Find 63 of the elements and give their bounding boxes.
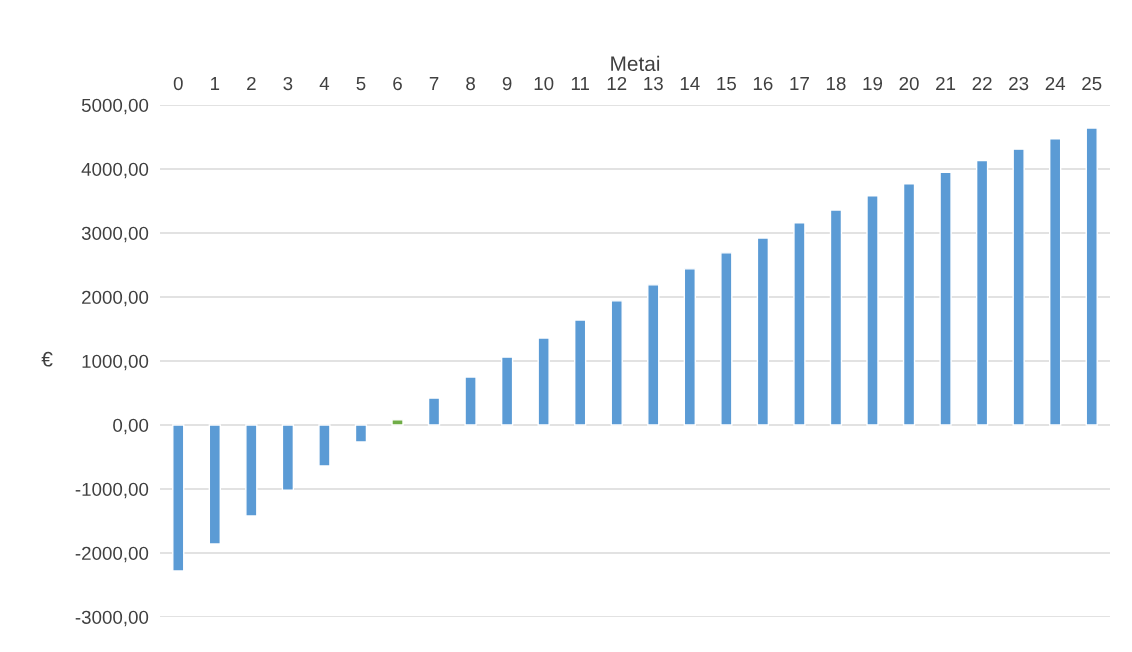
- x-tick-label: 20: [899, 76, 919, 91]
- x-tick-label: 15: [717, 77, 736, 91]
- x-tick-label: 10: [534, 76, 554, 91]
- x-tick-label: 7: [429, 77, 439, 90]
- x-tick-label: 18: [826, 76, 846, 91]
- x-tick-label: 11: [571, 77, 590, 90]
- y-tick-label: 5000,00: [81, 98, 149, 115]
- bar: [939, 171, 952, 426]
- bar: [500, 356, 514, 426]
- y-tick-label: 3000,00: [81, 226, 149, 243]
- bar: [902, 183, 916, 426]
- bar: [574, 319, 587, 426]
- bar: [756, 237, 770, 426]
- y-tick-label: 1000,00: [82, 354, 149, 371]
- x-tick-label: 12: [607, 76, 627, 90]
- bar: [866, 195, 879, 426]
- x-tick-label: 17: [790, 77, 809, 90]
- y-tick-label: -2000,00: [75, 546, 149, 563]
- x-tick-label: 19: [863, 76, 883, 91]
- bar: [720, 252, 733, 426]
- y-tick-label: 0,00: [113, 418, 149, 435]
- x-tick-label: 9: [502, 76, 512, 91]
- bar: [683, 268, 696, 426]
- y-tick-label: -1000,00: [75, 482, 149, 499]
- bar: [318, 424, 331, 467]
- x-tick-label: 5: [356, 77, 366, 91]
- x-tick-label: 21: [936, 76, 956, 90]
- x-tick-label: 0: [173, 76, 183, 91]
- x-tick-label: 24: [1045, 76, 1066, 90]
- x-tick-label: 23: [1009, 76, 1029, 91]
- x-tick-label: 6: [393, 76, 402, 91]
- bar: [391, 419, 404, 426]
- y-tick-label: 4000,00: [81, 162, 149, 179]
- bar: [464, 376, 477, 426]
- bar: [829, 209, 843, 426]
- x-tick-label: 4: [319, 77, 330, 90]
- x-tick-label: 2: [247, 76, 256, 90]
- bar: [1085, 127, 1098, 426]
- bar: [427, 397, 441, 426]
- bar: [975, 159, 989, 426]
- bar: [610, 300, 623, 426]
- bar: [245, 424, 258, 517]
- bar: [793, 222, 806, 426]
- bar: [172, 424, 185, 572]
- x-tick-label: 3: [283, 76, 293, 91]
- y-axis-title: €: [41, 351, 53, 367]
- x-tick-label: 25: [1082, 76, 1102, 91]
- y-tick-label: 2000,00: [82, 290, 149, 307]
- bar: [281, 424, 295, 491]
- x-tick-label: 8: [466, 76, 475, 91]
- x-tick-label: 14: [680, 77, 700, 90]
- x-tick-label: 16: [753, 76, 773, 91]
- x-tick-label: 13: [644, 76, 663, 91]
- bar: [647, 284, 660, 426]
- bar: [208, 424, 221, 545]
- x-tick-label: 22: [972, 76, 992, 90]
- bar: [537, 337, 550, 426]
- y-tick-label: -3000,00: [75, 610, 149, 627]
- x-tick-label: 1: [211, 77, 220, 90]
- x-axis-title: Metai: [611, 55, 660, 72]
- bar: [354, 424, 368, 443]
- bar: [1012, 148, 1025, 426]
- bar: [1049, 138, 1062, 426]
